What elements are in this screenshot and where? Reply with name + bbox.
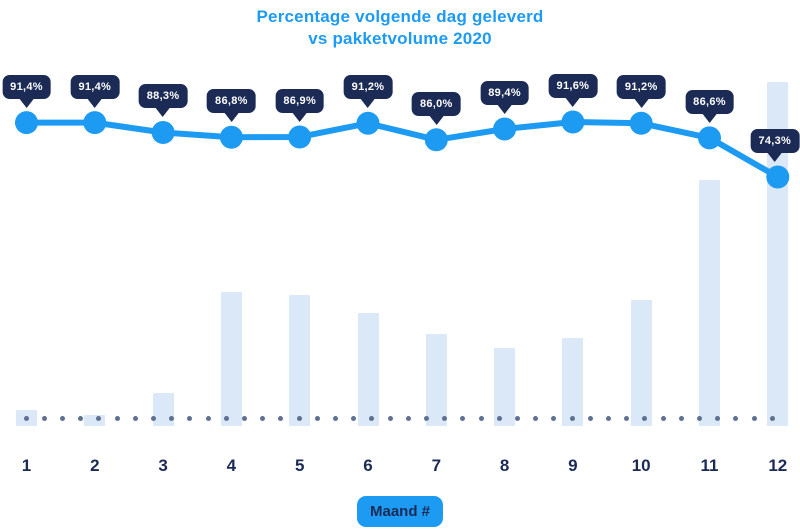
baseline-dot xyxy=(715,415,721,421)
value-badge-month-12: 74,3% xyxy=(750,129,800,153)
baseline-dot xyxy=(205,415,211,421)
line-point-month-11 xyxy=(698,126,721,150)
line-point-month-5 xyxy=(288,125,312,149)
chart-title-line1: Percentage volgende dag geleverd xyxy=(256,7,544,26)
baseline-dot xyxy=(150,415,156,421)
volume-bar-month-3 xyxy=(152,392,174,426)
volume-bar-month-8 xyxy=(494,347,516,426)
chart-title-line2: vs pakketvolume 2020 xyxy=(308,29,492,48)
baseline-dot xyxy=(59,415,65,421)
baseline-dot xyxy=(442,415,448,421)
line-point-month-4 xyxy=(219,125,243,149)
volume-bar-month-2 xyxy=(84,414,106,426)
baseline-dot xyxy=(587,415,593,421)
line-point-month-8 xyxy=(493,117,517,141)
x-axis-label-7: 7 xyxy=(431,456,442,475)
baseline-dot xyxy=(660,415,666,421)
x-axis-label-9: 9 xyxy=(568,456,578,475)
baseline-dot xyxy=(351,415,357,421)
x-axis-label-5: 5 xyxy=(294,456,305,475)
baseline-dot xyxy=(642,415,648,421)
baseline-dot xyxy=(405,415,411,421)
volume-bar-month-10 xyxy=(630,300,652,426)
volume-bar-month-6 xyxy=(357,313,379,426)
baseline-dot xyxy=(96,415,102,421)
baseline-dot xyxy=(169,415,175,421)
baseline-dot xyxy=(314,415,320,421)
line-point-month-12 xyxy=(766,165,790,189)
value-badge-month-11: 86,6% xyxy=(685,89,734,114)
line-point-month-3 xyxy=(151,120,175,144)
baseline-dot xyxy=(569,415,575,421)
baseline-dot xyxy=(278,415,284,421)
value-badge-month-8: 89,4% xyxy=(480,80,529,105)
baseline-dot xyxy=(605,415,611,421)
line-point-month-7 xyxy=(424,128,448,152)
value-badge-month-1: 91,4% xyxy=(2,74,51,99)
line-point-month-9 xyxy=(561,110,585,134)
value-badge-month-6: 91,2% xyxy=(343,75,393,100)
baseline-dot xyxy=(332,415,338,421)
baseline-dot xyxy=(624,415,630,421)
value-badge-month-3: 88,3% xyxy=(138,84,188,109)
baseline-dot xyxy=(387,415,393,421)
baseline-dot xyxy=(678,415,684,421)
baseline-dot xyxy=(241,415,247,421)
volume-bar-month-4 xyxy=(220,291,242,426)
x-axis-label-1: 1 xyxy=(21,456,32,475)
x-axis-label-8: 8 xyxy=(499,456,510,475)
x-axis-label-6: 6 xyxy=(363,456,373,475)
baseline-dot xyxy=(41,415,47,421)
x-axis-label-3: 3 xyxy=(158,456,168,475)
baseline-dot xyxy=(187,415,193,421)
volume-bar-month-11 xyxy=(699,180,720,426)
line-point-month-10 xyxy=(629,111,653,135)
value-badge-month-2: 91,4% xyxy=(70,74,120,99)
baseline-dot xyxy=(423,415,429,421)
baseline-dot xyxy=(733,415,739,421)
baseline-dot xyxy=(551,415,557,421)
baseline-dot xyxy=(751,415,757,421)
x-axis-title-badge: Maand # xyxy=(356,496,444,527)
line-point-month-6 xyxy=(356,111,380,135)
baseline-dot xyxy=(223,415,229,421)
baseline-dot xyxy=(478,415,484,421)
value-badge-month-7: 86,0% xyxy=(411,91,461,116)
volume-bar-month-9 xyxy=(562,337,584,426)
line-point-month-2 xyxy=(83,111,107,135)
baseline-dot xyxy=(23,415,29,421)
baseline-dot xyxy=(769,415,775,421)
percentage-line xyxy=(23,119,781,181)
baseline-dot xyxy=(260,415,266,421)
x-axis-label-4: 4 xyxy=(226,456,237,475)
value-badge-month-9: 91,6% xyxy=(548,74,598,98)
baseline-dot xyxy=(460,415,466,421)
baseline-dot xyxy=(132,415,138,421)
volume-bar-month-5 xyxy=(289,294,311,426)
x-axis-label-11: 11 xyxy=(700,456,719,475)
chart-title: Percentage volgende dag geleverd vs pakk… xyxy=(0,6,800,50)
x-axis-label-12: 12 xyxy=(768,456,788,475)
volume-bar-month-7 xyxy=(425,334,447,426)
value-badge-month-10: 91,2% xyxy=(616,75,666,100)
value-badge-month-5: 86,9% xyxy=(275,88,325,113)
baseline-dot xyxy=(296,415,302,421)
baseline-dot xyxy=(369,415,375,421)
baseline-dot xyxy=(114,415,120,421)
baseline-dot xyxy=(514,415,520,421)
baseline-dot xyxy=(496,415,502,421)
line-point-month-1 xyxy=(15,111,38,135)
value-badge-month-4: 86,8% xyxy=(207,89,256,114)
baseline-dot xyxy=(696,415,702,421)
x-axis-label-2: 2 xyxy=(90,456,100,475)
baseline-dot xyxy=(533,415,539,421)
x-axis-label-10: 10 xyxy=(631,456,651,475)
baseline-dot xyxy=(78,415,84,421)
